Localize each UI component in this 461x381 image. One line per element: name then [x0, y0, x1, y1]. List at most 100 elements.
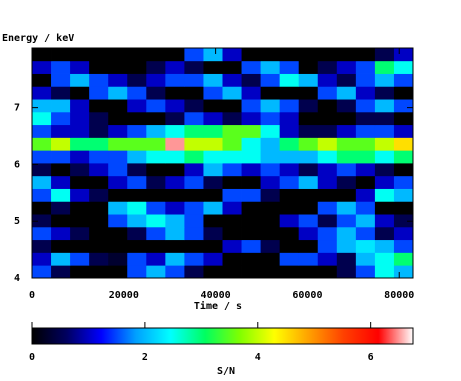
heatmap-cell [32, 150, 52, 164]
heatmap-cell [146, 214, 166, 228]
heatmap-cell [127, 137, 147, 151]
colorbar-tick-label: 4 [255, 352, 261, 363]
heatmap-cell [374, 48, 395, 62]
heatmap-cell [89, 163, 109, 177]
heatmap-cell [51, 163, 71, 177]
heatmap-cell [317, 201, 338, 215]
heatmap-cell [108, 60, 128, 74]
heatmap-cell [298, 73, 319, 87]
heatmap-cell [51, 86, 71, 100]
heatmap-cell [222, 86, 242, 100]
heatmap-cell [203, 60, 223, 74]
heatmap-cell [374, 86, 395, 100]
heatmap-cell [127, 73, 147, 87]
heatmap-cell [260, 150, 281, 164]
heatmap-cell [355, 124, 376, 138]
heatmap-cell [70, 226, 90, 241]
heatmap-cell [89, 99, 109, 113]
heatmap-cell [127, 48, 147, 62]
heatmap-cell [260, 48, 281, 62]
heatmap-cell [32, 73, 52, 87]
heatmap-cell [70, 252, 90, 266]
heatmap-cell [298, 60, 319, 74]
heatmap-cell [203, 111, 223, 126]
heatmap-cell [89, 201, 109, 215]
heatmap-cell [279, 175, 300, 189]
heatmap-cell [241, 124, 261, 138]
heatmap-cell [70, 163, 90, 177]
heatmap-cell [127, 201, 147, 215]
heatmap-cell [260, 86, 281, 100]
heatmap-cell [32, 111, 52, 126]
heatmap-cell [146, 252, 166, 266]
heatmap-cell [298, 48, 319, 62]
heatmap-cell [51, 201, 71, 215]
heatmap-cell [279, 226, 300, 241]
heatmap-cell [317, 239, 338, 253]
heatmap-cell [317, 137, 338, 151]
heatmap-cell [70, 239, 90, 253]
heatmap-cell [203, 226, 223, 241]
heatmap-cell [203, 124, 223, 138]
x-tick-label: 0 [29, 290, 35, 301]
x-axis-label: Time / s [194, 300, 242, 312]
heatmap-cell [393, 60, 414, 74]
heatmap-cell [336, 111, 357, 126]
heatmap-cell [298, 265, 319, 279]
heatmap-cell [127, 163, 147, 177]
heatmap-cell [203, 137, 223, 151]
heatmap-cell [241, 48, 261, 62]
heatmap-cell [108, 124, 128, 138]
heatmap-cell [127, 86, 147, 100]
heatmap-cell [108, 86, 128, 100]
heatmap-cell [355, 163, 376, 177]
heatmap-cell [184, 239, 204, 253]
heatmap-cell [336, 137, 357, 151]
heatmap-cell [146, 48, 166, 62]
heatmap-cell [393, 124, 414, 138]
heatmap-cell [298, 150, 319, 164]
heatmap-cell [241, 73, 261, 87]
heatmap-cell [222, 124, 242, 138]
heatmap-cell [146, 163, 166, 177]
heatmap-cell [279, 99, 300, 113]
heatmap-cell [260, 226, 281, 241]
heatmap-cell [165, 73, 185, 87]
heatmap-cell [127, 239, 147, 253]
heatmap-cell [32, 124, 52, 138]
heatmap-cell [146, 73, 166, 87]
heatmap-cell [260, 175, 281, 189]
heatmap-cell [165, 99, 185, 113]
heatmap-cell [355, 265, 376, 279]
heatmap-cell [203, 48, 223, 62]
heatmap-cell [89, 137, 109, 151]
heatmap-cell [165, 239, 185, 253]
heatmap-cell [222, 60, 242, 74]
colorbar-label: S/N [217, 366, 235, 377]
heatmap-cell [184, 201, 204, 215]
heatmap-cell [165, 175, 185, 189]
heatmap-cell [203, 73, 223, 87]
heatmap-cell [374, 111, 395, 126]
heatmap-cell [393, 48, 414, 62]
heatmap-cell [222, 188, 242, 202]
heatmap-cell [336, 60, 357, 74]
heatmap-cell [260, 188, 281, 202]
heatmap-cell [374, 60, 395, 74]
heatmap-cell [393, 188, 414, 202]
heatmap-cell [336, 48, 357, 62]
heatmap-cell [317, 175, 338, 189]
heatmap-cell [70, 48, 90, 62]
heatmap-cell [51, 175, 71, 189]
x-tick-label: 20000 [109, 290, 139, 301]
heatmap-cell [393, 214, 414, 228]
heatmap-cell [184, 111, 204, 126]
heatmap-cell [51, 111, 71, 126]
heatmap-cell [70, 86, 90, 100]
heatmap-cell [222, 111, 242, 126]
heatmap-cell [222, 48, 242, 62]
heatmap-cell [32, 163, 52, 177]
heatmap-cell [203, 86, 223, 100]
heatmap-cell [298, 214, 319, 228]
heatmap-cell [260, 239, 281, 253]
